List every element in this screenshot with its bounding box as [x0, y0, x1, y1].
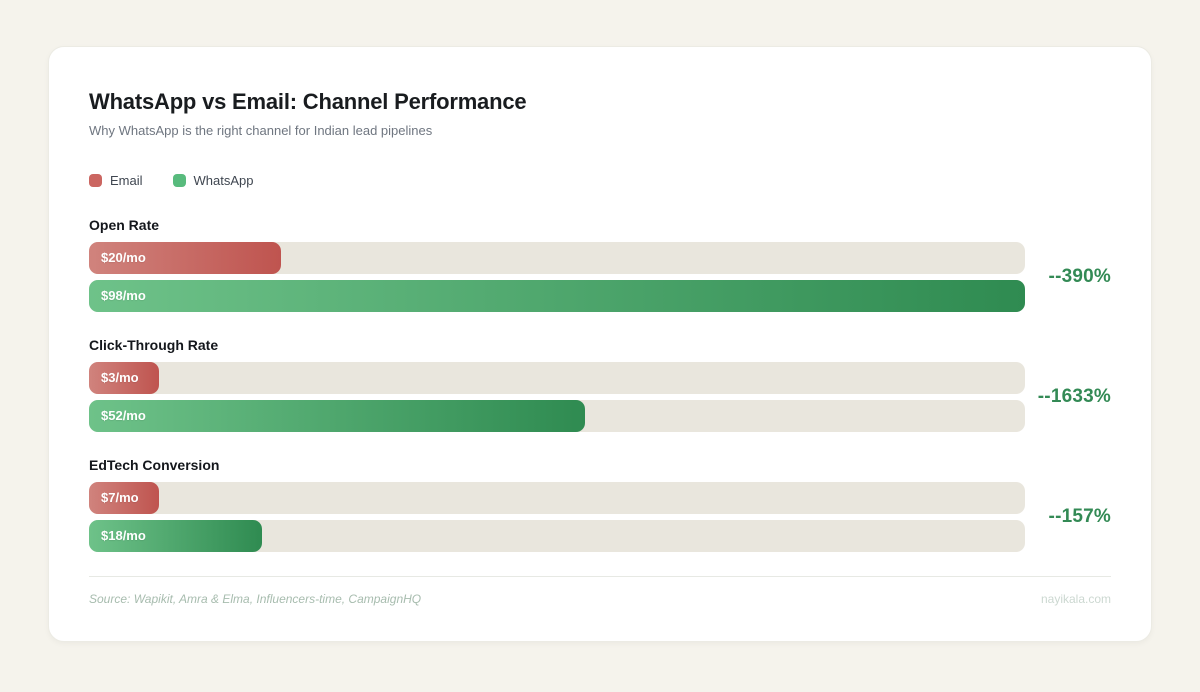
footer: Source: Wapikit, Amra & Elma, Influencer…: [89, 577, 1111, 606]
email-bar: $3/mo: [89, 361, 160, 394]
email-bar-track: $20/mo: [89, 241, 1025, 274]
whatsapp-bar-track: $18/mo: [89, 519, 1025, 552]
source-attribution: Source: Wapikit, Amra & Elma, Influencer…: [89, 591, 422, 606]
whatsapp-swatch-icon: [172, 173, 186, 187]
email-bar-track: $7/mo: [89, 481, 1025, 514]
whatsapp-bar: $18/mo: [89, 519, 263, 552]
legend-item-email: Email: [89, 173, 143, 188]
group-label: Click-Through Rate: [89, 336, 219, 353]
whatsapp-bar-track: $52/mo: [89, 399, 1025, 432]
group-label: Open Rate: [89, 216, 160, 233]
chart-card: WhatsApp vs Email: Channel Performance W…: [48, 46, 1152, 642]
legend-label-email: Email: [110, 172, 143, 188]
delta-annotation: --1633%: [1037, 385, 1111, 407]
email-bar-value: $7/mo: [101, 490, 139, 506]
bar-groups: Open Rate $20/mo $98/mo --390%: [89, 216, 1111, 552]
bars-open-rate: $20/mo $98/mo: [89, 241, 1025, 312]
page-subtitle: Why WhatsApp is the right channel for In…: [89, 123, 433, 139]
legend-item-whatsapp: WhatsApp: [172, 172, 254, 188]
group-open-rate: Open Rate $20/mo $98/mo --390%: [89, 216, 1111, 312]
legend-label-whatsapp: WhatsApp: [193, 172, 254, 188]
whatsapp-bar: $98/mo: [89, 279, 1025, 312]
whatsapp-bar-value: $98/mo: [101, 288, 146, 304]
group-click-through-rate: Click-Through Rate $3/mo $52/mo --1633%: [89, 336, 1111, 432]
footer-divider: [89, 575, 1111, 577]
page-title: WhatsApp vs Email: Channel Performance: [89, 89, 527, 114]
delta-annotation: --390%: [1048, 265, 1111, 287]
group-label: EdTech Conversion: [89, 456, 220, 473]
email-bar: $7/mo: [89, 481, 160, 514]
legend: Email WhatsApp: [89, 173, 1111, 188]
email-swatch-icon: [89, 173, 102, 187]
whatsapp-bar-track: $98/mo: [89, 279, 1025, 312]
site-watermark: nayikala.com: [1040, 591, 1111, 606]
whatsapp-bar-value: $18/mo: [101, 528, 146, 544]
bars-edtech-conversion: $7/mo $18/mo: [89, 481, 1025, 552]
email-bar: $20/mo: [89, 241, 281, 274]
email-bar-value: $3/mo: [101, 370, 139, 386]
group-edtech-conversion: EdTech Conversion $7/mo $18/mo --157%: [89, 456, 1111, 552]
email-bar-value: $20/mo: [101, 250, 146, 266]
whatsapp-bar: $52/mo: [89, 399, 586, 432]
delta-annotation: --157%: [1048, 505, 1111, 527]
email-bar-track: $3/mo: [89, 361, 1025, 394]
whatsapp-bar-value: $52/mo: [101, 408, 146, 424]
bars-click-through-rate: $3/mo $52/mo: [89, 361, 1025, 432]
